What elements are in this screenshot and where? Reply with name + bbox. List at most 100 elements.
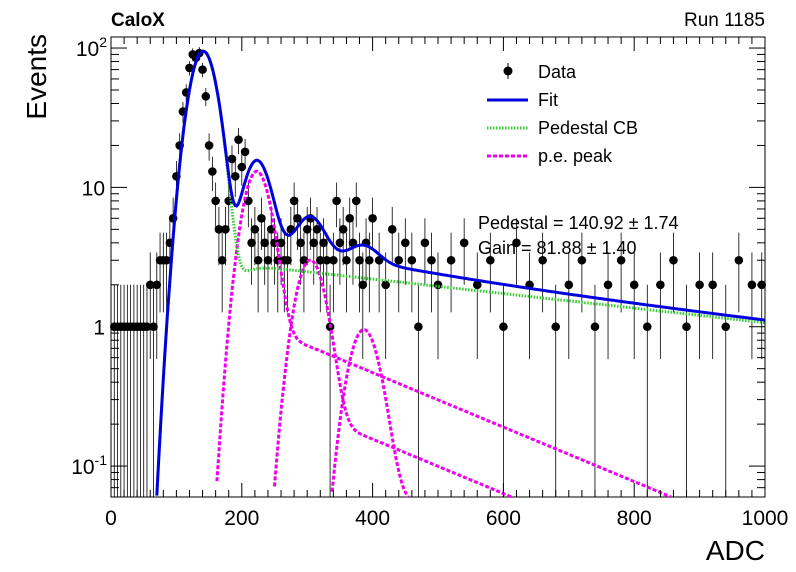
data-point [211,196,220,206]
data-point [446,255,456,265]
data-points [109,47,767,497]
pe-peak-curve-1 [215,169,672,499]
data-point [616,255,626,265]
legend-marker-data [503,66,513,76]
data-point [433,280,443,290]
axis-ticks: 0 200 400 600 800 1000 10-1 1 10 102 [71,34,788,530]
data-point [381,280,390,290]
data-point [420,238,430,248]
data-point [695,280,704,290]
data-point [551,322,561,332]
legend-entry-pedestal: Pedestal CB [487,118,638,138]
data-point [332,196,341,206]
data-point [708,280,717,290]
data-point [283,255,292,265]
data-point [257,213,266,223]
data-point [682,322,691,332]
x-tick-label: 800 [617,507,652,530]
data-point [240,147,250,157]
data-point [342,255,351,265]
y-tick-label: 10 [82,177,105,200]
data-point [499,322,508,332]
fit-result-gain: Gain = 81.88 ± 1.40 [478,238,637,258]
data-point [247,238,256,248]
data-point [315,255,325,265]
fit-result-pedestal: Pedestal = 140.92 ± 1.74 [478,213,679,233]
data-point [564,280,574,290]
legend-label-pe-peak: p.e. peak [538,146,613,166]
data-point [162,255,171,265]
data-point [365,255,374,265]
x-tick-label: 600 [486,507,521,530]
experiment-label: CaloX [111,10,165,31]
data-point [329,255,338,265]
data-point [721,322,731,332]
data-point [250,225,260,234]
x-tick-label: 0 [105,507,117,530]
y-tick-label: 10-1 [71,452,107,479]
fit-curve [155,49,766,496]
data-point [276,238,286,248]
data-point [590,322,600,332]
data-point [335,238,345,248]
data-point [230,172,240,181]
data-point [260,238,269,248]
data-point [152,280,162,290]
x-tick-label: 200 [224,507,259,530]
data-point [293,213,302,223]
data-point [459,238,469,248]
pe-peak-curve-3 [330,328,410,498]
legend-entry-fit: Fit [487,90,558,110]
data-point [355,255,364,265]
data-point [734,255,744,265]
data-point [394,255,404,265]
data-point [299,255,309,265]
data-point [512,238,521,248]
data-point [302,225,312,234]
y-axis-label: Events [21,34,52,120]
data-point [214,225,224,234]
data-point [145,280,155,290]
data-point [407,255,417,265]
data-point [149,322,158,332]
data-point [603,280,613,290]
legend-entry-data: Data [503,62,577,82]
data-point [642,322,652,332]
legend-label-pedestal: Pedestal CB [538,118,638,138]
data-point [338,225,348,234]
data-point [414,322,423,332]
data-point [198,65,207,74]
x-axis-label: ADC [706,535,765,566]
run-label: Run 1185 [684,10,765,31]
data-point [319,238,328,248]
data-point [345,213,355,223]
data-point [208,167,217,176]
data-point [669,255,678,265]
data-point [234,135,243,144]
data-point [629,280,639,290]
data-point [296,238,305,248]
data-point [401,238,410,248]
data-point [204,141,214,150]
data-point [221,225,230,234]
data-point [351,196,361,206]
data-point [237,162,247,172]
legend-label-data: Data [538,62,577,82]
data-point [472,280,482,290]
data-point [312,225,322,234]
data-point [227,154,237,164]
data-point [427,255,436,265]
data-point [486,255,495,265]
fit-curves [155,49,766,499]
legend-entry-pe-peak: p.e. peak [487,146,613,166]
data-point [387,225,397,234]
x-tick-label: 1000 [742,507,789,530]
data-point [577,255,587,265]
data-point [322,255,332,265]
data-point [656,280,665,290]
data-point [263,255,273,265]
data-point [358,280,368,290]
data-point [217,255,227,265]
y-tick-label: 1 [93,317,105,340]
